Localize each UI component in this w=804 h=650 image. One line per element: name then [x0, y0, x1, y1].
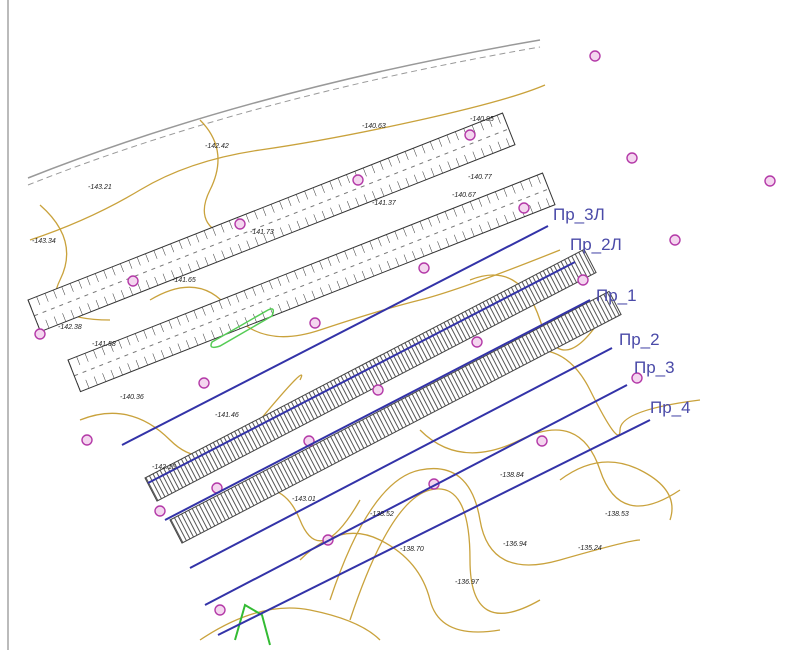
rail-tracks	[27, 112, 556, 393]
elevation-label: -140.77	[468, 174, 493, 181]
profile-line	[204, 384, 628, 606]
profile-label: Пр_4	[650, 398, 691, 417]
elevation-label: -143.34	[32, 238, 56, 245]
elevation-label: -136.97	[455, 579, 480, 586]
profile-line	[147, 261, 576, 484]
road-edge	[27, 39, 541, 186]
pond	[234, 603, 271, 646]
elevation-label: -140.36	[120, 394, 144, 401]
profile-lines	[121, 225, 651, 636]
elevation-label: -141.46	[215, 412, 239, 419]
elevation-label: -142.42	[205, 143, 229, 150]
profile-line	[164, 299, 591, 521]
elevation-label: -138.53	[605, 511, 629, 518]
profile-label: Пр_1	[596, 286, 637, 305]
profile-label: Пр_3Л	[553, 205, 605, 224]
wells	[34, 50, 776, 616]
elevation-label: -135.24	[578, 545, 602, 552]
elevation-label: -143.21	[88, 184, 112, 191]
profile-line	[121, 225, 549, 446]
embankments	[144, 248, 622, 544]
elevation-label: -141.58	[92, 341, 116, 348]
elevation-label: -140.63	[362, 123, 386, 130]
elevation-label: -140.67	[452, 192, 477, 199]
profile-label: Пр_2	[619, 330, 660, 349]
pond	[210, 308, 275, 349]
elevation-label: -142.38	[58, 324, 82, 331]
elevation-label: -140.95	[470, 116, 494, 123]
contours	[29, 84, 701, 641]
profile-line	[217, 419, 651, 636]
elevation-label: -141.73	[250, 229, 274, 236]
elevation-label: -143.01	[292, 496, 316, 503]
elevation-label: -138.70	[400, 546, 424, 553]
profile-line	[189, 347, 613, 569]
elevation-label: -136.94	[503, 541, 527, 548]
elevation-label: -138.84	[500, 472, 524, 479]
profile-label: Пр_2Л	[570, 235, 622, 254]
elevation-label: -141.37	[372, 200, 397, 207]
labels: Пр_3Л Пр_2Л Пр_1 Пр_2 Пр_3 Пр_4 -142.42 -143.21…	[32, 116, 691, 586]
profile-label: Пр_3	[634, 358, 675, 377]
elevation-label: -141.65	[172, 277, 196, 284]
elevation-label: -138.52	[370, 511, 394, 518]
elevation-label: -142.15	[152, 464, 176, 471]
